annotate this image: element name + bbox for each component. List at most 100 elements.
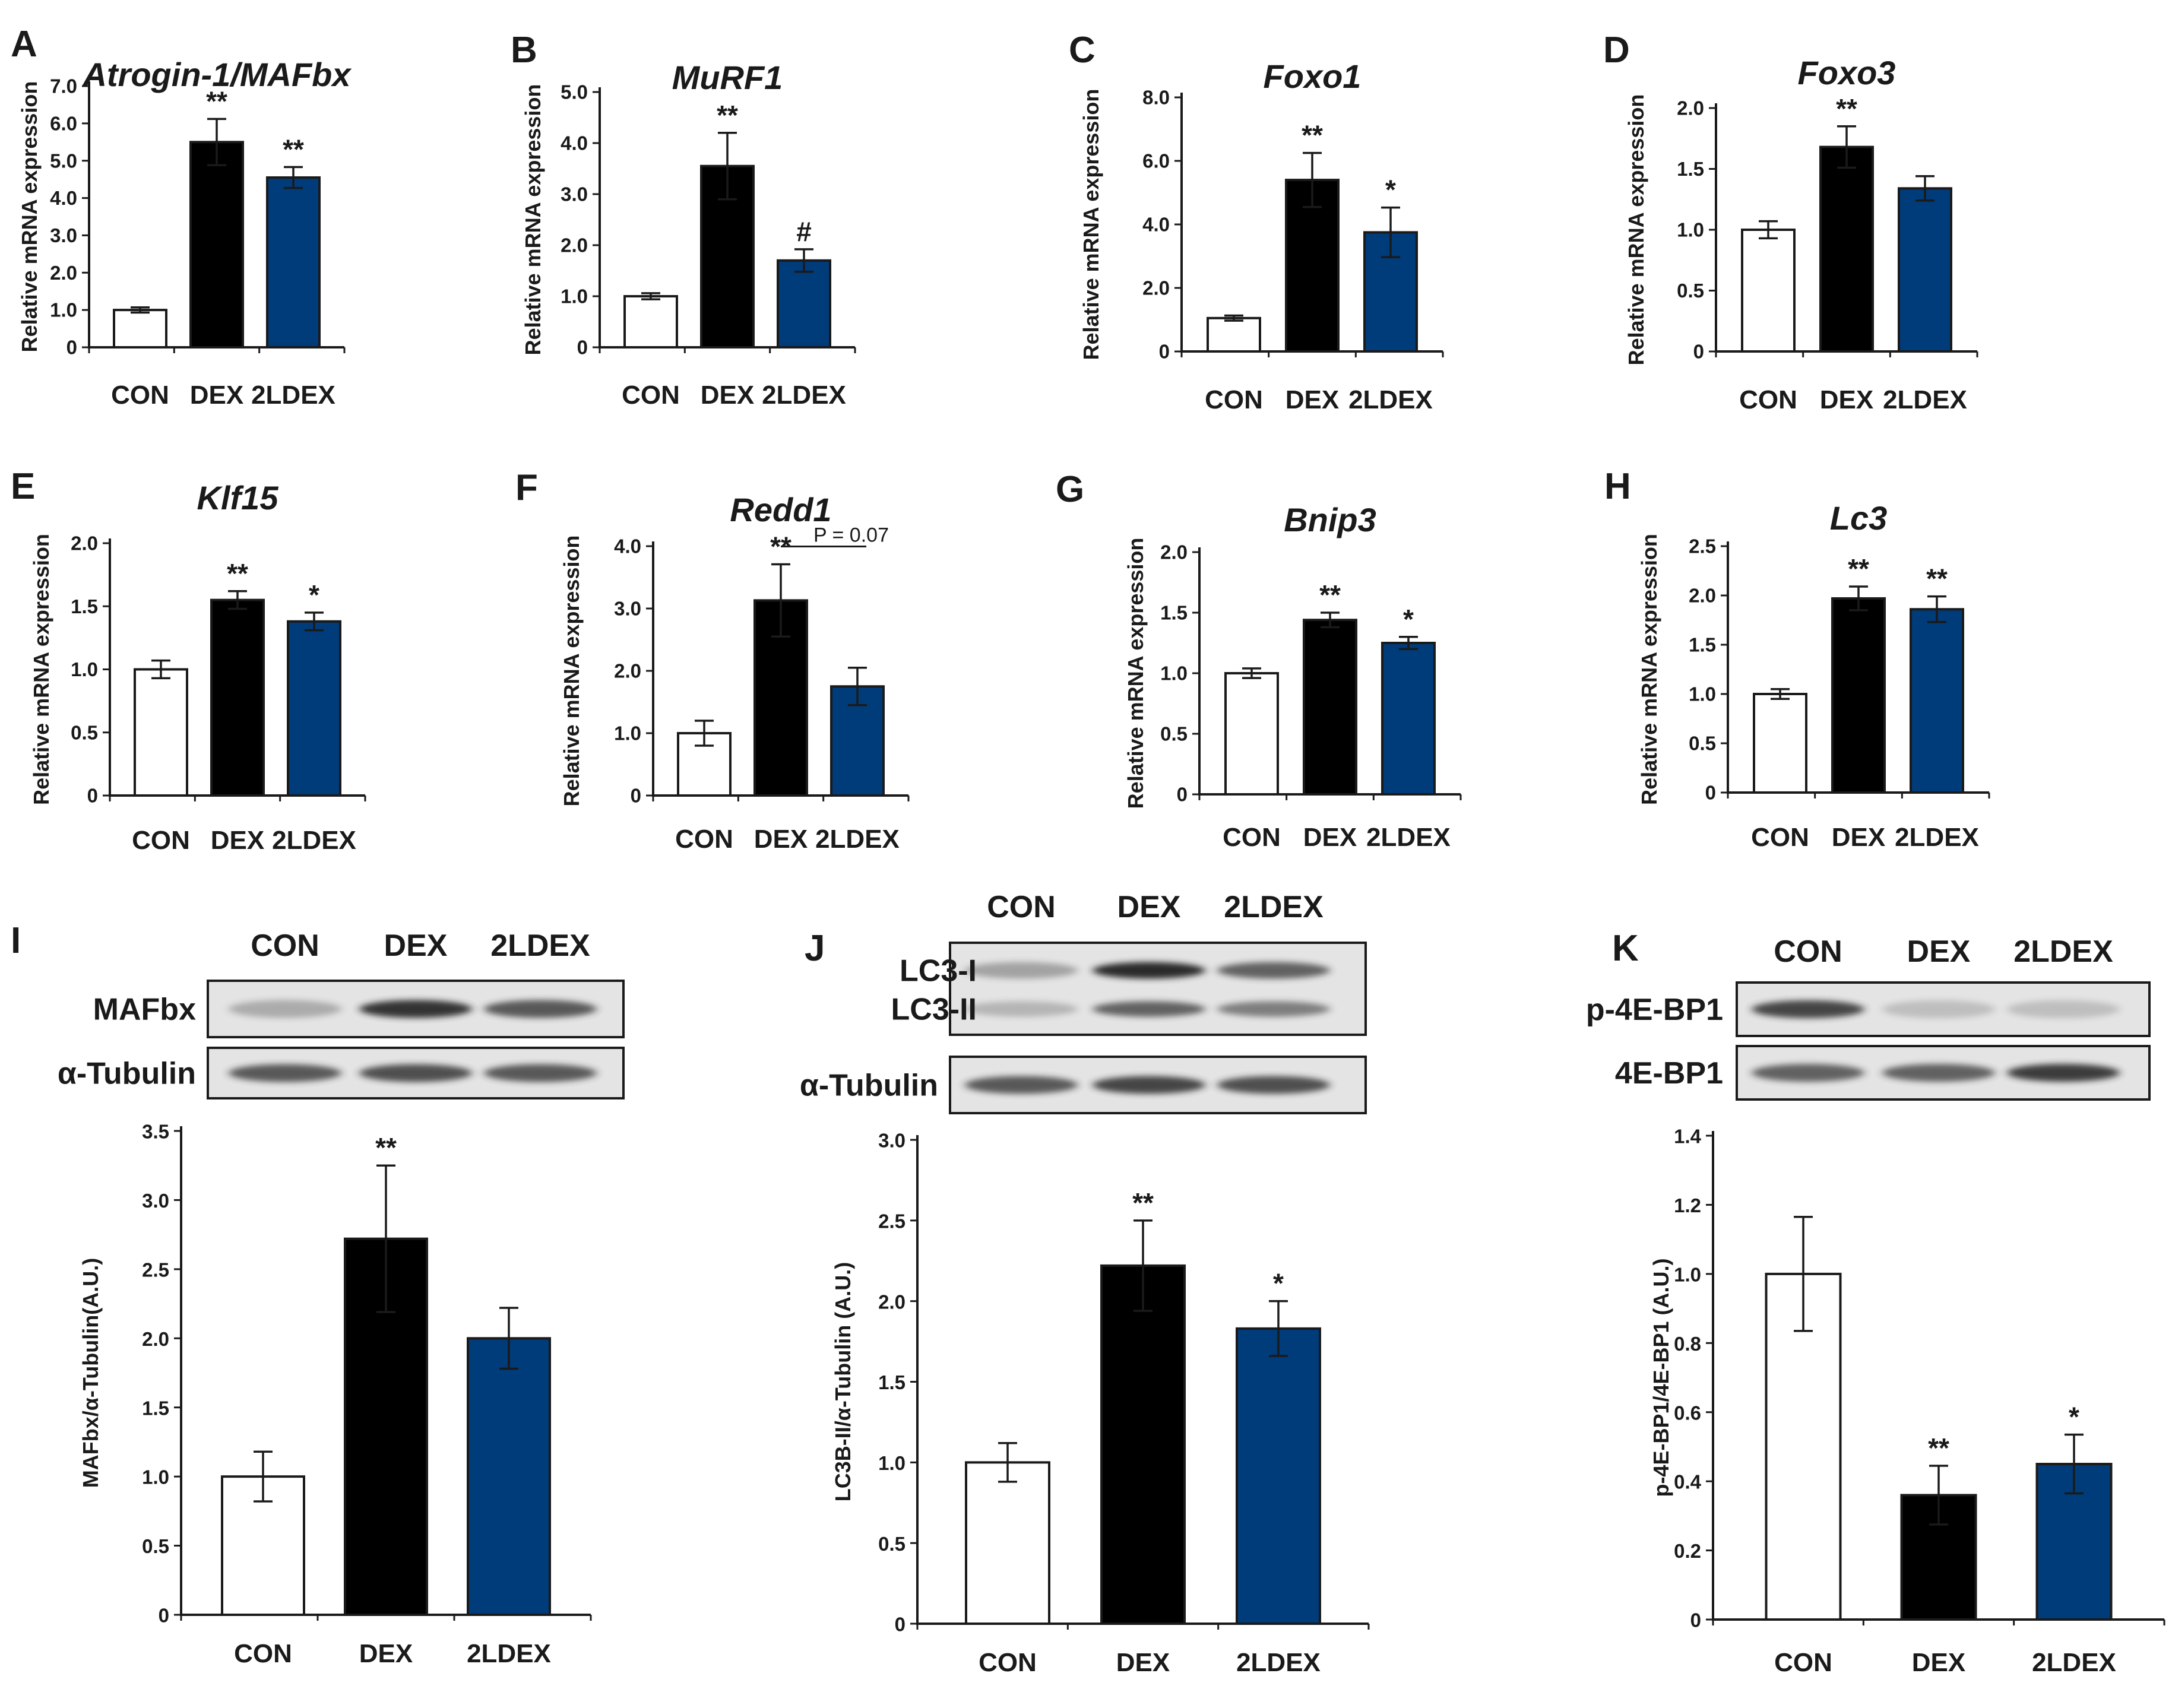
y-tick-label: 2.0 — [71, 533, 98, 554]
panel-letter-I: I — [11, 920, 21, 961]
y-tick-label: 1.5 — [142, 1397, 169, 1419]
y-tick-label: 4.0 — [614, 535, 641, 557]
significance-marker: # — [796, 216, 812, 247]
error-bar — [1849, 585, 1868, 611]
x-category-label: 2LDEX — [815, 825, 900, 854]
blot-row-label: LC3-II — [891, 993, 977, 1027]
significance-marker: ** — [1848, 553, 1869, 584]
blot-band — [359, 1064, 472, 1082]
blot-band — [484, 1000, 597, 1018]
y-tick-label: 0.5 — [1677, 280, 1704, 302]
y-tick-label: 1.0 — [1674, 1263, 1701, 1285]
bar-CON — [1207, 316, 1261, 353]
x-category-label: CON — [1751, 823, 1809, 852]
error-bar — [1134, 1219, 1153, 1312]
x-category-label: DEX — [701, 381, 754, 410]
chart-title-A: Atrogin-1/MAFbx — [81, 56, 352, 93]
x-category-label: DEX — [359, 1639, 413, 1668]
blot-lane-label: 2LDEX — [490, 929, 590, 963]
error-bar — [2065, 1433, 2084, 1495]
error-bar — [1927, 595, 1946, 623]
y-tick-label: 4.0 — [561, 132, 588, 154]
x-category-label: 2LDEX — [1883, 385, 1967, 414]
error-bar — [1321, 611, 1340, 629]
blot-row-label: α-Tubulin — [800, 1069, 938, 1103]
blot-lane-label: 2LDEX — [2013, 934, 2113, 969]
significance-marker: ** — [375, 1132, 397, 1163]
bar-2LDEX — [1381, 642, 1436, 796]
y-tick-label: 3.5 — [142, 1121, 169, 1143]
error-bar — [794, 248, 813, 273]
y-tick-label: 0.2 — [1674, 1540, 1701, 1562]
blot-band — [1217, 962, 1330, 979]
x-category-label: 2LDEX — [272, 826, 356, 855]
chart-panel-H: H Lc3 0 0.5 1.0 1.5 2.0 2.5 Relative mRNA expres… — [1604, 466, 1990, 852]
bar-DEX — [210, 598, 265, 797]
error-bar — [1929, 1465, 1948, 1526]
y-tick-label: 2.0 — [614, 660, 641, 682]
x-category-label: CON — [1205, 385, 1263, 414]
blot-lane-label: DEX — [1117, 890, 1181, 924]
significance-marker: * — [1385, 175, 1396, 205]
significance-marker: * — [1273, 1268, 1284, 1299]
chart-title-C: Foxo1 — [1264, 58, 1362, 95]
y-tick-label: 1.5 — [71, 595, 98, 617]
panel-letter-C: C — [1069, 30, 1096, 71]
bar-2LDEX — [266, 176, 321, 348]
y-tick-label: 0 — [895, 1614, 905, 1636]
error-bar — [998, 1441, 1017, 1483]
error-bar — [1399, 636, 1418, 650]
bar-CON — [113, 309, 167, 349]
significance-marker: ** — [1302, 120, 1323, 151]
y-tick-label: 1.0 — [1677, 219, 1704, 241]
y-tick-label: 0 — [1705, 782, 1716, 804]
chart-panel-I: I 0 0.5 1.0 1.5 2.0 2.5 3.0 3.5 MAFbx/α-Tubulin(A… — [11, 920, 592, 1668]
error-bar — [1771, 687, 1790, 701]
x-category-label: DEX — [190, 381, 243, 410]
error-bar — [695, 720, 714, 747]
blot-band — [1217, 1076, 1330, 1094]
x-category-label: CON — [622, 381, 680, 410]
y-axis-label-I: MAFbx/α-Tubulin(A.U.) — [78, 1258, 103, 1488]
blot-row-label: p-4E-BP1 — [1586, 993, 1723, 1027]
blot-row-label: α-Tubulin — [58, 1057, 196, 1091]
x-category-label: 2LDEX — [1366, 823, 1451, 852]
y-tick-label: 1.5 — [1689, 634, 1716, 656]
blot-lane-label: DEX — [1907, 934, 1971, 969]
error-bar — [376, 1164, 395, 1313]
blot-lane-label: CON — [251, 929, 319, 963]
x-category-label: CON — [111, 381, 169, 410]
panel-letter-F: F — [515, 467, 538, 508]
error-bar — [771, 563, 790, 638]
x-category-label: CON — [132, 826, 190, 855]
blot-band — [229, 1064, 341, 1082]
bar-2LDEX — [1236, 1327, 1321, 1625]
chart-panel-B: B MuRF1 0 1.0 2.0 3.0 4.0 5.0 Relative mRNA expr… — [511, 30, 856, 410]
y-axis-label-F: Relative mRNA expression — [559, 535, 584, 807]
chart-title-H: Lc3 — [1830, 499, 1888, 537]
blot-lane-label: CON — [1774, 934, 1842, 969]
y-tick-label: 2.0 — [1160, 541, 1188, 563]
y-tick-label: 2.0 — [878, 1291, 905, 1313]
chart-panel-E: E Klf15 0 0.5 1.0 1.5 2.0 Relative mRNA express… — [11, 466, 366, 855]
bar-DEX — [189, 141, 244, 349]
error-bar — [718, 132, 737, 201]
blot-lane-label: 2LDEX — [1224, 890, 1324, 924]
error-bar — [499, 1307, 518, 1370]
blot-band — [2007, 1064, 2120, 1082]
y-tick-label: 2.0 — [561, 235, 588, 256]
significance-marker: * — [2069, 1402, 2079, 1433]
y-tick-label: 4.0 — [1142, 214, 1170, 236]
p-value-annotation: P = 0.07 — [813, 524, 889, 546]
bar-2LDEX — [1898, 187, 1952, 353]
y-tick-label: 2.0 — [1689, 585, 1716, 607]
y-tick-label: 2.0 — [1142, 277, 1170, 299]
error-bar — [1915, 175, 1934, 202]
y-tick-label: 1.2 — [1674, 1194, 1701, 1216]
y-tick-label: 1.0 — [561, 286, 588, 308]
bar-DEX — [1303, 619, 1357, 796]
x-category-label: DEX — [1116, 1648, 1170, 1677]
blot-band — [1882, 1064, 1995, 1082]
bar-DEX — [1285, 179, 1340, 353]
y-tick-label: 0 — [1690, 1609, 1701, 1631]
